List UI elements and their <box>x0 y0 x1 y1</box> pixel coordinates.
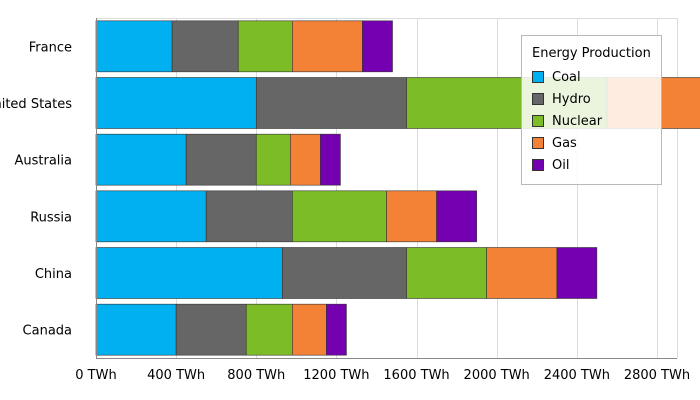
x-tick-label: 0 TWh <box>75 368 116 383</box>
y-category-label: Canada <box>23 324 72 339</box>
x-tick-label: 800 TWh <box>227 368 285 383</box>
x-tick-label: 1200 TWh <box>303 368 369 383</box>
bar-australia-hydro <box>185 133 257 186</box>
bar-united-states-coal <box>95 77 257 129</box>
bar-united-states-hydro <box>255 77 407 129</box>
legend-swatch-coal <box>532 71 544 83</box>
bar-canada-nuclear <box>245 303 293 356</box>
bar-australia-nuclear <box>255 133 291 186</box>
bar-china-hydro <box>282 247 407 299</box>
legend-label-hydro: Hydro <box>552 91 591 107</box>
bar-russia-nuclear <box>292 190 387 243</box>
legend-swatch-gas <box>532 137 544 149</box>
bar-china-gas <box>486 247 558 299</box>
y-category-label: China <box>35 267 72 282</box>
y-category-label: Russia <box>30 210 72 225</box>
legend-item-oil: Oil <box>532 154 661 176</box>
legend-label-coal: Coal <box>552 69 581 85</box>
bar-china-nuclear <box>406 247 487 299</box>
bar-australia-coal <box>95 133 187 186</box>
legend: Energy Production Coal Hydro Nuclear Gas… <box>521 35 662 185</box>
bar-australia-oil <box>320 133 341 186</box>
legend-item-nuclear: Nuclear <box>532 110 661 132</box>
bar-australia-gas <box>290 133 321 186</box>
y-category-label: United States <box>0 97 72 112</box>
bar-france-hydro <box>171 20 239 73</box>
legend-item-coal: Coal <box>532 66 661 88</box>
legend-swatch-oil <box>532 159 544 171</box>
legend-label-oil: Oil <box>552 157 570 173</box>
legend-swatch-hydro <box>532 93 544 105</box>
legend-label-nuclear: Nuclear <box>552 113 603 129</box>
legend-item-hydro: Hydro <box>532 88 661 110</box>
bar-france-nuclear <box>237 20 293 73</box>
y-axis-categories: France United States Australia Russia China C… <box>0 40 72 338</box>
y-category-label: Australia <box>14 154 72 169</box>
x-tick-label: 400 TWh <box>147 368 205 383</box>
legend-swatch-nuclear <box>532 115 544 127</box>
bar-france-oil <box>362 20 393 73</box>
x-tick-label: 2800 TWh <box>624 368 690 383</box>
x-tick-label: 2400 TWh <box>544 368 610 383</box>
x-tick-label: 2000 TWh <box>464 368 530 383</box>
bar-canada-oil <box>326 303 347 356</box>
legend-label-gas: Gas <box>552 135 577 151</box>
bar-russia-hydro <box>205 190 293 243</box>
x-tick-label: 1600 TWh <box>383 368 449 383</box>
bar-china-oil <box>556 247 598 299</box>
bar-canada-hydro <box>175 303 247 356</box>
bar-russia-oil <box>436 190 477 243</box>
bar-canada-coal <box>95 303 177 356</box>
bar-france-coal <box>95 20 173 73</box>
axes <box>96 18 677 359</box>
bar-france-gas <box>292 20 363 73</box>
x-axis-ticks: 0 TWh 400 TWh 800 TWh 1200 TWh 1600 TWh 2000 … <box>75 368 690 383</box>
bar-canada-gas <box>292 303 327 356</box>
legend-item-gas: Gas <box>532 132 661 154</box>
bar-china-coal <box>95 247 283 299</box>
bar-russia-gas <box>386 190 437 243</box>
bars <box>95 20 700 356</box>
legend-title: Energy Production <box>532 46 651 61</box>
bar-russia-coal <box>95 190 207 243</box>
y-category-label: France <box>29 40 72 55</box>
